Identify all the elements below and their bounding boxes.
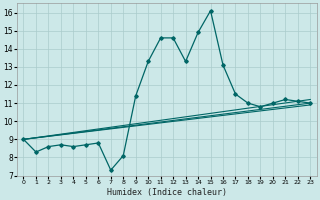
X-axis label: Humidex (Indice chaleur): Humidex (Indice chaleur) bbox=[107, 188, 227, 197]
